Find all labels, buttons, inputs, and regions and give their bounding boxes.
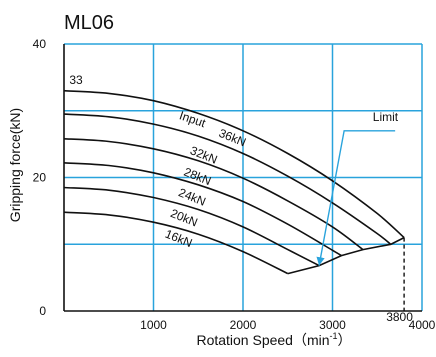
series-line-4 [63, 186, 320, 267]
x-axis-label: Rotation Speed（min-1） [196, 331, 351, 348]
x-axis-label-close: ） [338, 332, 352, 348]
annotation-label: 16kN [163, 227, 194, 250]
x-tick-label: 3000 [319, 318, 346, 332]
annotation-label: 20kN [168, 206, 199, 229]
annotation-label: Input [178, 108, 208, 130]
annotation-label: 3800 [386, 310, 413, 324]
x-tick-label: 4000 [409, 318, 436, 332]
series-line-3 [63, 162, 342, 257]
y-tick-label: 20 [33, 171, 47, 185]
x-tick-label: 2000 [230, 318, 257, 332]
annotation-label: 24kN [177, 185, 208, 208]
series-layer [63, 89, 405, 311]
series-line-1 [63, 113, 392, 245]
limit-arrow [316, 130, 396, 266]
y-tick-label: 40 [33, 37, 47, 51]
y-tick-label: 0 [39, 304, 46, 318]
annotation-label: 33 [69, 73, 83, 87]
x-axis-label-main: Rotation Speed（min [196, 332, 329, 348]
x-axis-label-sup: -1 [330, 331, 338, 341]
series-line-2 [63, 138, 364, 251]
limit-boundary-line [287, 236, 405, 275]
series-line-5 [63, 211, 289, 275]
annotation-label: Limit [373, 110, 399, 124]
chart-title: ML06 [64, 12, 114, 34]
y-axis-label: Gripping force(kN) [7, 108, 23, 222]
axes-layer: 1000 2000 3000 4000 0 20 40 [33, 37, 436, 332]
x-tick-label: 1000 [140, 318, 167, 332]
series-line-0 [63, 89, 405, 239]
